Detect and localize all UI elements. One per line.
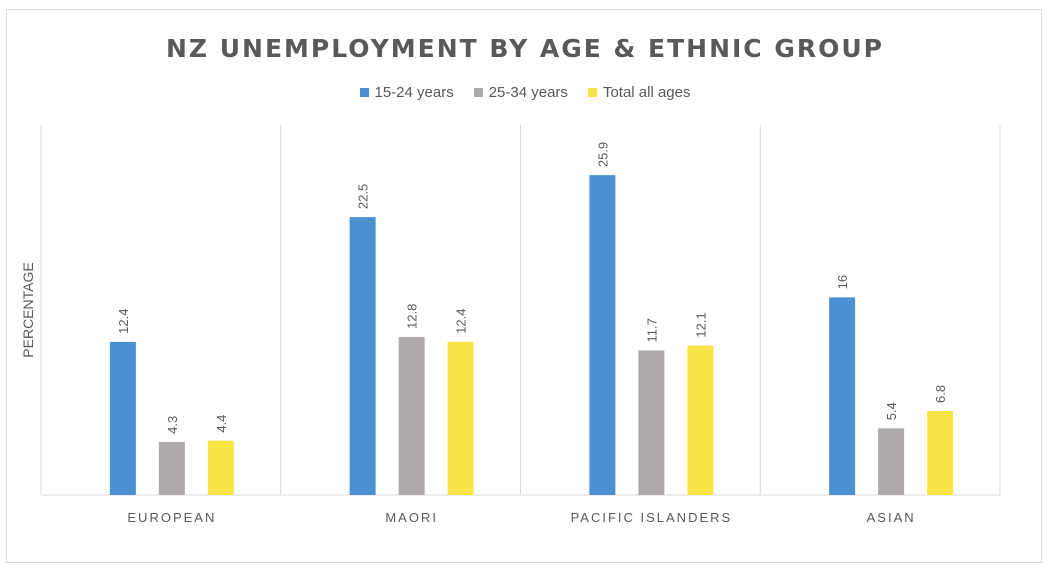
x-tick-label: PACIFIC ISLANDERS [571,510,733,525]
data-label: 12.1 [693,312,708,337]
bar [829,297,856,495]
legend-swatch-15-24 [359,88,369,97]
bar [878,428,905,495]
bar [927,411,954,495]
data-label: 4.4 [214,415,229,433]
x-tick-label: ASIAN [867,510,916,525]
bar [207,440,234,495]
bar [638,350,665,495]
data-label: 16 [835,275,850,289]
data-label: 6.8 [933,385,948,403]
bar [398,336,425,495]
bar [109,341,136,495]
x-tick-label: MAORI [385,510,438,525]
bar [158,441,185,495]
data-label: 5.4 [884,402,899,420]
bar [447,341,474,495]
data-label: 4.3 [165,416,180,434]
legend-label-15-24: 15-24 years [374,84,454,101]
chart-legend: 15-24 years 25-34 years Total all ages [0,84,1050,101]
bar [349,217,376,495]
legend-item-15-24: 15-24 years [359,84,454,101]
data-label: 25.9 [595,142,610,167]
data-label: 11.7 [644,318,659,342]
data-label: 12.4 [454,309,469,334]
legend-swatch-total [587,88,597,97]
bar [589,175,616,495]
data-label: 12.8 [405,304,420,329]
data-label: 12.4 [116,309,131,334]
y-axis-label: PERCENTAGE [20,262,36,357]
bar [687,345,714,495]
legend-label-25-34: 25-34 years [488,84,568,101]
chart-title: NZ UNEMPLOYMENT BY AGE & ETHNIC GROUP [165,34,885,63]
legend-item-25-34: 25-34 years [473,84,568,101]
legend-label-total: Total all ages [602,84,691,101]
legend-swatch-25-34 [473,88,483,97]
data-label: 22.5 [356,184,371,209]
legend-item-total: Total all ages [587,84,691,101]
x-tick-label: EUROPEAN [127,510,216,525]
